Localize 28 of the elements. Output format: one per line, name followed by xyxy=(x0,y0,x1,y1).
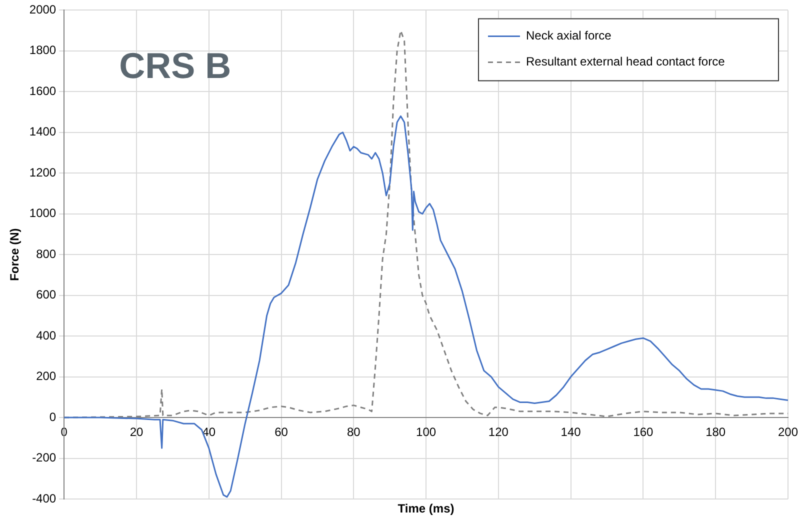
y-tick-label: -200 xyxy=(32,450,56,465)
x-tick-label: 40 xyxy=(202,425,216,440)
legend-label: Resultant external head contact force xyxy=(526,54,726,69)
y-tick-label: 800 xyxy=(36,246,56,261)
x-tick-label: 120 xyxy=(488,425,509,440)
legend-label: Neck axial force xyxy=(526,28,612,43)
y-tick-label: 400 xyxy=(36,328,56,342)
y-tick-label: 1400 xyxy=(29,124,56,139)
x-tick-label: 80 xyxy=(346,425,361,440)
x-tick-label: 160 xyxy=(633,425,654,440)
y-tick-label: 1800 xyxy=(29,43,56,58)
y-tick-label: 1200 xyxy=(29,165,56,180)
y-tick-label: 2000 xyxy=(29,2,56,17)
x-axis-title: Time (ms) xyxy=(398,501,454,516)
text: CRS B xyxy=(119,45,232,86)
y-tick-label: 200 xyxy=(36,369,56,384)
y-tick-label: 600 xyxy=(36,288,56,302)
x-tick-label: 20 xyxy=(130,425,144,440)
x-tick-label: 200 xyxy=(778,425,798,440)
y-tick-label: 1000 xyxy=(29,206,56,220)
y-tick-label: -400 xyxy=(32,491,56,506)
x-tick-label: 140 xyxy=(560,425,582,440)
x-tick-label: 180 xyxy=(706,425,726,440)
x-tick-label: 100 xyxy=(416,425,436,440)
y-tick-label: 0 xyxy=(49,410,56,424)
y-axis-title: Force (N) xyxy=(8,228,22,281)
x-tick-label: 60 xyxy=(274,425,288,440)
y-tick-label: 1600 xyxy=(29,84,56,98)
